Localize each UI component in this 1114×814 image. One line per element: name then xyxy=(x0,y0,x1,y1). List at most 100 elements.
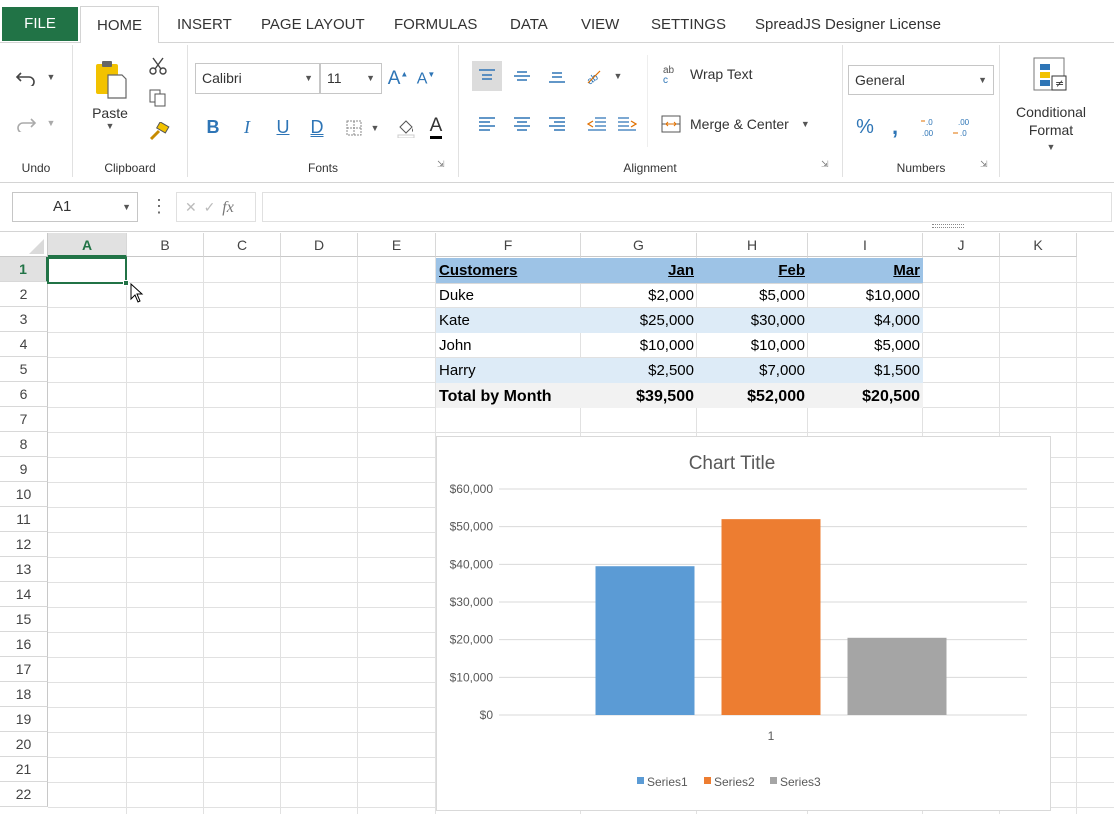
fill-color-button[interactable] xyxy=(394,115,418,141)
table-cell-customer[interactable]: Duke xyxy=(439,287,475,304)
table-cell-value[interactable]: $10,000 xyxy=(639,337,694,354)
align-center-button[interactable] xyxy=(507,109,537,139)
fill-handle[interactable] xyxy=(123,280,129,286)
column-header[interactable]: I xyxy=(808,233,923,257)
table-cell-customer[interactable]: Harry xyxy=(439,362,476,379)
column-header[interactable]: G xyxy=(581,233,697,257)
table-cell-value[interactable]: $5,000 xyxy=(759,287,805,304)
bar-chart[interactable]: Chart Title $0 $10,000 $20,000 $30,000 $40,00… xyxy=(436,436,1051,811)
table-cell-value[interactable]: $7,000 xyxy=(759,362,805,379)
row-header[interactable]: 16 xyxy=(0,632,48,657)
row-header[interactable]: 17 xyxy=(0,657,48,682)
row-header[interactable]: 11 xyxy=(0,507,48,532)
double-underline-button[interactable]: D xyxy=(304,114,330,140)
row-header[interactable]: 1 xyxy=(0,257,48,282)
align-middle-button[interactable] xyxy=(507,61,537,91)
tab-file[interactable]: FILE xyxy=(2,7,78,41)
copy-button[interactable] xyxy=(145,85,171,111)
align-top-button[interactable] xyxy=(472,61,502,91)
increase-decimal-button[interactable]: .0.00 xyxy=(918,114,946,140)
row-header[interactable]: 12 xyxy=(0,532,48,557)
merge-center-button[interactable]: Merge & Center ▼ xyxy=(660,109,825,139)
number-format-select[interactable]: General ▼ xyxy=(848,65,994,95)
table-header-jan[interactable]: Jan xyxy=(668,262,694,279)
tab-insert[interactable]: INSERT xyxy=(177,16,232,33)
comma-button[interactable]: , xyxy=(882,114,908,140)
align-bottom-button[interactable] xyxy=(542,61,572,91)
table-cell-value[interactable]: $1,500 xyxy=(874,362,920,379)
numbers-launcher-icon[interactable]: ⇲ xyxy=(980,159,988,169)
row-header[interactable]: 3 xyxy=(0,307,48,332)
column-header[interactable]: E xyxy=(358,233,436,257)
paste-button[interactable]: Paste ▼ xyxy=(84,49,136,141)
insert-function-icon[interactable]: fx xyxy=(222,199,234,216)
table-cell-value[interactable]: $10,000 xyxy=(750,337,805,354)
column-header[interactable]: J xyxy=(923,233,1000,257)
row-header[interactable]: 8 xyxy=(0,432,48,457)
column-header[interactable]: D xyxy=(281,233,358,257)
column-header[interactable]: B xyxy=(127,233,204,257)
row-header[interactable]: 20 xyxy=(0,732,48,757)
row-header[interactable]: 9 xyxy=(0,457,48,482)
redo-button[interactable]: ▼ xyxy=(10,109,60,137)
percent-button[interactable]: % xyxy=(852,114,878,140)
table-cell-customer[interactable]: Kate xyxy=(439,312,470,329)
decrease-indent-button[interactable] xyxy=(583,109,611,139)
table-cell-value[interactable]: $2,500 xyxy=(648,362,694,379)
select-all-corner[interactable] xyxy=(0,233,48,257)
table-total-value[interactable]: $39,500 xyxy=(636,388,694,405)
fonts-launcher-icon[interactable]: ⇲ xyxy=(437,159,445,169)
alignment-launcher-icon[interactable]: ⇲ xyxy=(821,159,829,169)
row-header[interactable]: 19 xyxy=(0,707,48,732)
column-header[interactable]: K xyxy=(1000,233,1077,257)
table-header-feb[interactable]: Feb xyxy=(778,262,805,279)
row-header[interactable]: 21 xyxy=(0,757,48,782)
column-header[interactable]: H xyxy=(697,233,808,257)
tab-view[interactable]: VIEW xyxy=(581,16,620,33)
column-header[interactable]: A xyxy=(48,233,127,257)
row-header[interactable]: 18 xyxy=(0,682,48,707)
row-header[interactable]: 15 xyxy=(0,607,48,632)
row-header[interactable]: 13 xyxy=(0,557,48,582)
orientation-button[interactable]: ab ▼ xyxy=(578,61,628,91)
formula-bar-resize-handle[interactable] xyxy=(932,224,964,228)
tab-page-layout[interactable]: PAGE LAYOUT xyxy=(261,16,365,33)
row-header[interactable]: 10 xyxy=(0,482,48,507)
table-total-value[interactable]: $20,500 xyxy=(862,388,920,405)
row-header[interactable]: 6 xyxy=(0,382,48,407)
row-header[interactable]: 2 xyxy=(0,282,48,307)
increase-font-button[interactable]: A▲ xyxy=(386,65,410,93)
align-left-button[interactable] xyxy=(472,109,502,139)
table-cell-customer[interactable]: John xyxy=(439,337,472,354)
table-total-label[interactable]: Total by Month xyxy=(439,388,552,405)
italic-button[interactable]: I xyxy=(234,114,260,140)
font-name-select[interactable]: Calibri ▼ xyxy=(195,63,320,94)
underline-button[interactable]: U xyxy=(270,114,296,140)
row-header[interactable]: 4 xyxy=(0,332,48,357)
column-header[interactable]: F xyxy=(436,233,581,257)
table-total-value[interactable]: $52,000 xyxy=(747,388,805,405)
wrap-text-button[interactable]: ab c Wrap Text xyxy=(660,59,770,89)
row-header[interactable]: 7 xyxy=(0,407,48,432)
tab-settings[interactable]: SETTINGS xyxy=(651,16,727,33)
formula-bar-menu-icon[interactable]: ⋮ xyxy=(150,196,168,216)
bold-button[interactable]: B xyxy=(200,114,226,140)
tab-formulas[interactable]: FORMULAS xyxy=(394,16,478,33)
table-cell-value[interactable]: $25,000 xyxy=(639,312,694,329)
cut-button[interactable] xyxy=(145,53,171,79)
tab-designer-license[interactable]: SpreadJS Designer License xyxy=(755,16,941,33)
tab-home[interactable]: HOME xyxy=(80,6,159,44)
border-button[interactable]: ▼ xyxy=(340,116,384,140)
confirm-formula-icon[interactable]: ✓ xyxy=(203,199,216,215)
cancel-formula-icon[interactable]: ✕ xyxy=(185,199,197,215)
table-header-mar[interactable]: Mar xyxy=(893,262,920,279)
table-cell-value[interactable]: $10,000 xyxy=(865,287,920,304)
active-cell-selection[interactable] xyxy=(47,257,127,284)
font-size-select[interactable]: 11 ▼ xyxy=(320,63,382,94)
row-header[interactable]: 14 xyxy=(0,582,48,607)
table-cell-value[interactable]: $4,000 xyxy=(874,312,920,329)
format-painter-button[interactable] xyxy=(145,119,173,145)
font-color-button[interactable]: A xyxy=(424,113,448,141)
formula-input[interactable] xyxy=(262,192,1112,222)
decrease-decimal-button[interactable]: .00.0 xyxy=(950,114,978,140)
